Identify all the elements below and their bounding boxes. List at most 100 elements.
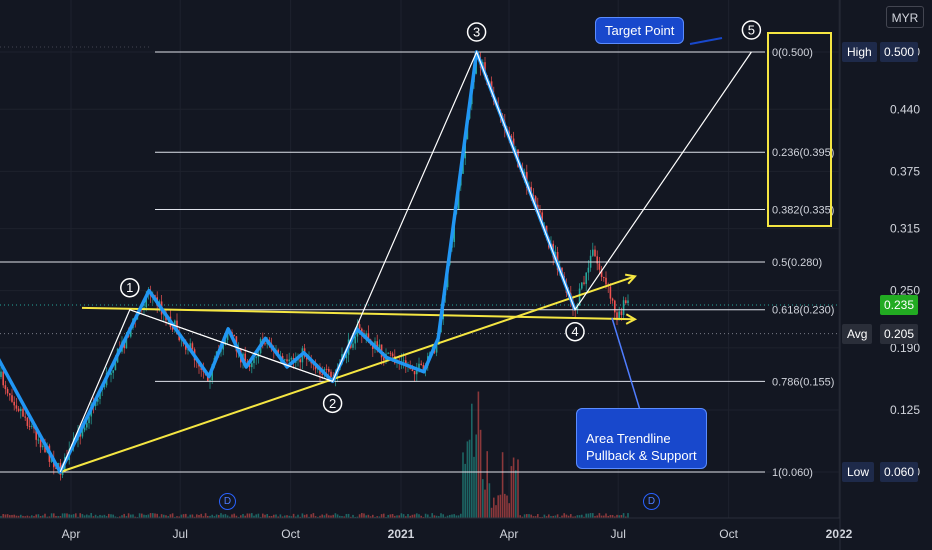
volume-bar — [200, 513, 202, 518]
candle-body — [110, 372, 112, 375]
wave-marker-label: 1 — [126, 280, 133, 295]
candle-body — [130, 327, 132, 337]
volume-bar — [308, 516, 310, 518]
wave-marker: 5 — [741, 20, 762, 40]
candle-body — [594, 249, 596, 257]
candle-body — [614, 300, 616, 313]
volume-bar — [39, 515, 42, 518]
candle-body — [15, 405, 18, 409]
volume-bar — [400, 513, 403, 518]
candle — [603, 276, 605, 282]
candle-body — [532, 195, 535, 197]
volume-bar — [416, 513, 418, 518]
volume-bar — [473, 456, 475, 518]
trendline-arrowhead — [625, 313, 638, 325]
wave-marker-label: 5 — [748, 23, 755, 38]
currency-selector[interactable]: MYR — [886, 6, 924, 28]
candle-body — [609, 286, 612, 299]
volume-bar — [479, 429, 482, 518]
volume-bar — [253, 515, 255, 518]
volume-bar — [92, 516, 95, 518]
volume-bar — [279, 514, 282, 518]
volume-bar — [202, 516, 205, 518]
volume-bar — [526, 514, 528, 518]
volume-bar — [50, 513, 53, 518]
volume-bar — [0, 516, 2, 518]
target-point-callout[interactable]: Target Point — [595, 17, 685, 44]
volume-bar — [625, 516, 627, 518]
candle-body — [20, 408, 22, 412]
volume-bar — [132, 514, 134, 518]
drawing-lines[interactable] — [0, 37, 752, 474]
volume-bar — [42, 515, 44, 518]
volume-bar — [136, 516, 139, 518]
volume-bar — [352, 514, 354, 518]
fibonacci-retracement[interactable]: 0(0.500) 0.236(0.395) 0.382(0.335) 0.5(0.28… — [0, 32, 834, 479]
volume-bar — [61, 513, 64, 518]
candle — [627, 294, 629, 306]
volume-bar — [196, 514, 198, 518]
candle-body — [367, 333, 370, 340]
volume-bar — [446, 515, 449, 518]
volume-bar — [493, 497, 495, 518]
x-tick-label: Apr — [62, 527, 81, 541]
volume-bar — [198, 514, 200, 518]
volume-bar — [59, 516, 62, 518]
x-tick-label: 2021 — [388, 527, 415, 541]
volume-bar — [556, 514, 559, 518]
volume-bar — [57, 516, 59, 518]
candle-body — [83, 427, 86, 431]
volume-bar — [244, 515, 246, 518]
candle — [42, 442, 44, 450]
dividend-marker[interactable]: D — [643, 493, 660, 510]
volume-bar — [121, 515, 123, 518]
candle-body — [4, 385, 7, 390]
volume-bar — [537, 514, 539, 518]
volume-bar — [246, 513, 249, 518]
volume-bar — [110, 514, 112, 518]
volume-bar — [193, 516, 196, 518]
volume-bar — [301, 513, 304, 518]
candle-body — [420, 363, 422, 366]
volume-bar — [471, 403, 473, 518]
candle-body — [226, 332, 229, 341]
candle-body — [17, 408, 20, 412]
candle-body — [224, 340, 227, 346]
volume-bar — [409, 515, 411, 518]
volume-bar — [383, 513, 385, 518]
candle-body — [435, 344, 438, 353]
candle-body — [598, 263, 601, 270]
volume-bar — [345, 513, 348, 518]
volume-bar — [328, 515, 330, 518]
candle — [609, 283, 612, 305]
volume-bar — [515, 470, 517, 518]
candle — [31, 423, 33, 429]
volume-bar — [79, 513, 81, 518]
wave-marker-circle — [322, 393, 343, 414]
dividend-marker[interactable]: D — [219, 493, 236, 510]
volume-bar — [191, 514, 194, 518]
volume-bar — [523, 514, 526, 518]
volume-bar — [248, 513, 251, 518]
candle-body — [622, 300, 625, 315]
volume-bar — [268, 516, 271, 518]
candle-body — [251, 363, 253, 368]
volume-bar — [24, 516, 26, 518]
volume-bar — [281, 516, 284, 518]
candle — [112, 369, 114, 379]
volume-bar — [466, 441, 469, 518]
volume-bar — [259, 516, 262, 518]
wave-markers[interactable]: 1 2 3 4 5 — [120, 20, 762, 414]
candle-body — [94, 401, 97, 407]
candle — [4, 380, 7, 395]
volume-bar — [330, 515, 332, 518]
volume-bar — [15, 515, 18, 518]
volume-bar — [297, 514, 299, 518]
candle — [9, 392, 11, 401]
volume-bar — [154, 513, 156, 518]
trendline-support-callout[interactable]: Area Trendline Pullback & Support — [576, 408, 707, 469]
candle-body — [0, 371, 2, 377]
volume-bar — [314, 516, 317, 518]
volume-bar — [455, 515, 458, 518]
